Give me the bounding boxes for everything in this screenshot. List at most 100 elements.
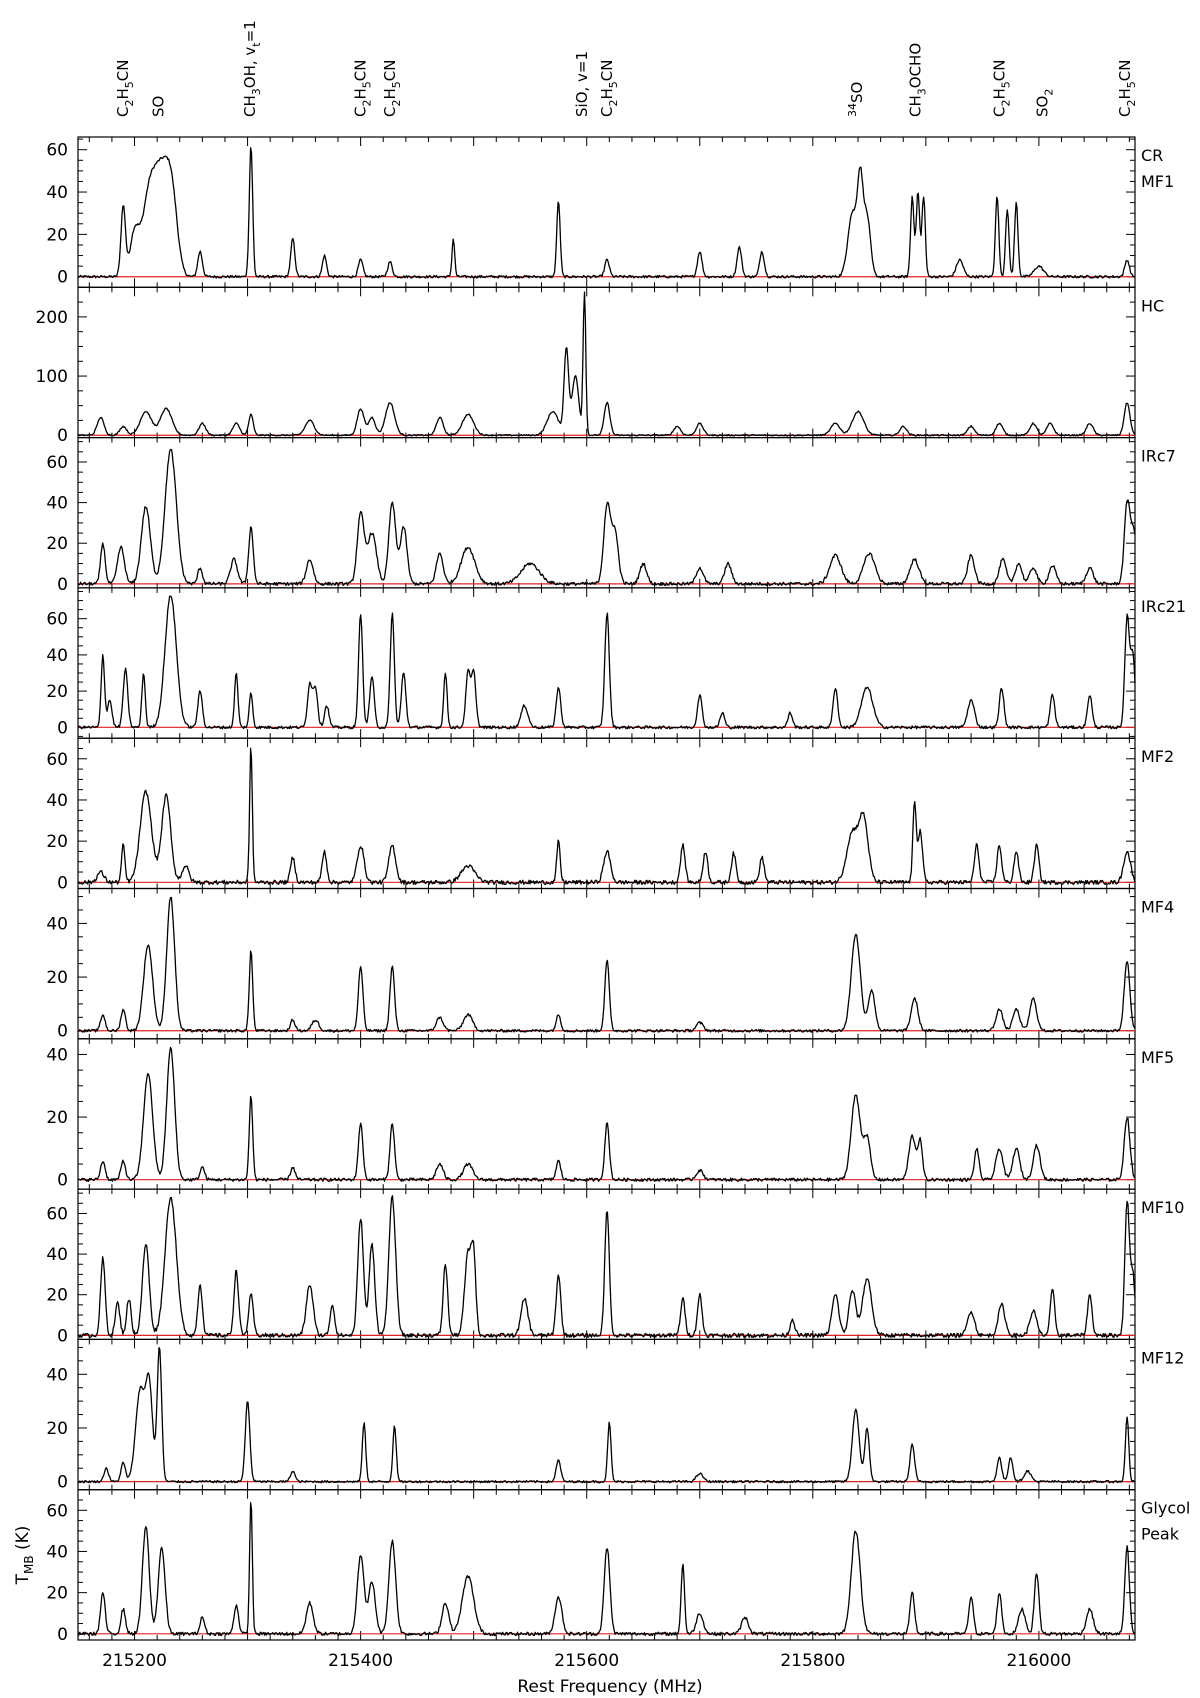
x-tick-label: 215400 [328,1651,393,1671]
y-tick-label: 40 [46,1365,68,1385]
spectrum-line [77,1502,1136,1637]
y-tick-label: 20 [46,1108,68,1128]
species-label: C2H5CN [114,60,136,117]
panel-label: Glycol [1141,1499,1190,1518]
y-tick-label: 0 [57,718,68,738]
panel-label: Peak [1141,1525,1180,1544]
species-label: C2H5CN [990,60,1012,117]
species-label-part: 34 [846,103,859,117]
spectrum-line [77,1046,1136,1182]
panel-8: 0 20 40 MF12 [46,1338,1184,1493]
species-label-part: t [250,42,263,47]
species-label-part: OCHO [907,43,925,88]
y-tick-label: 40 [46,914,68,934]
species-label: CH3OH, vt=1 [241,20,263,117]
species-label-part: C [381,107,399,117]
y-tick-label: 60 [46,1501,68,1521]
y-tick-label: 40 [46,646,68,666]
species-label-part: H [352,88,370,99]
species-label-part: H [990,88,1008,99]
y-tick-label: 0 [57,426,68,446]
panel-label: IRc7 [1141,447,1176,466]
species-label-part: SO [149,96,167,117]
species-label-part: C [114,107,132,117]
species-label-part: CN [381,60,399,82]
species-label-part: 3 [250,88,263,95]
y-axis-title-sub: MB [22,1555,36,1574]
spectrum-line [77,147,1136,279]
species-label: SO2 [1033,89,1055,117]
species-label-part: H [598,88,616,99]
x-tick-label: 215800 [780,1651,845,1671]
spectrum-line [77,1347,1136,1484]
y-tick-label: 40 [46,1542,68,1562]
panel-6: 0 20 40 MF5 [46,1038,1174,1191]
species-label-part: 5 [123,81,136,88]
panel-2: 0 20 40 60 IRc7 [46,437,1176,595]
y-tick-label: 20 [46,682,68,702]
species-label-part: CN [114,60,132,82]
species-label-part: 2 [1042,89,1055,96]
y-tick-label: 60 [46,1204,68,1224]
spectrum-line [77,291,1136,437]
panel-label: HC [1141,296,1164,315]
panel-5: 0 20 40 MF4 [46,887,1174,1042]
y-tick-label: 40 [46,494,68,514]
y-tick-label: 0 [57,873,68,893]
species-label-part: H [1116,88,1134,99]
species-label: C2H5CN [381,60,403,117]
spectrum-line [77,747,1136,886]
species-label-part: SO [1033,96,1051,117]
species-label-part: CH [907,95,925,117]
y-axis-title-main: T [13,1573,33,1585]
panel-label: MF5 [1141,1048,1174,1067]
y-tick-label: 0 [57,575,68,595]
panel-label: MF4 [1141,898,1174,917]
panel-label: MF1 [1141,172,1174,191]
species-label-part: 5 [607,81,620,88]
species-label-part: 2 [123,100,136,107]
panel-4: 0 20 40 60 MF2 [46,737,1174,893]
species-label: C2H5CN [1116,60,1138,117]
species-label-part: 2 [390,100,403,107]
species-label-part: C [598,107,616,117]
panel-label: MF12 [1141,1348,1184,1367]
panel-label: MF2 [1141,747,1174,766]
spectrum-line [77,595,1136,730]
y-tick-label: 20 [46,534,68,554]
panel-label: MF10 [1141,1198,1184,1217]
y-axis-title: TMB (K) [13,1526,36,1586]
species-label-part: H [114,88,132,99]
species-label-part: 5 [361,81,374,88]
panel-frame [77,737,1136,890]
species-label-part: 5 [390,81,403,88]
species-label-part: SiO, v=1 [573,51,591,117]
x-axis-title: Rest Frequency (MHz) [517,1677,702,1697]
panel-label: CR [1141,146,1163,165]
panel-frame [77,1188,1136,1340]
y-tick-label: 0 [57,1326,68,1346]
panel-0: 0 20 40 60 CR MF1 [46,136,1174,288]
x-tick-label: 216000 [1006,1651,1071,1671]
species-label-part: CN [598,60,616,82]
panel-3: 0 20 40 60 IRc21 [46,587,1186,739]
species-label-part: =1 [241,20,259,42]
panel-9: 0 20 40 60 Glycol Peak [46,1489,1190,1645]
species-label-part: 5 [999,81,1012,88]
species-label-part: CN [1116,60,1134,82]
spectrum-line [77,896,1136,1033]
y-tick-label: 200 [36,308,68,328]
y-tick-label: 20 [46,1419,68,1439]
panel-frame [77,286,1136,439]
panel-frame [77,587,1136,739]
spectrum-line [77,1195,1136,1339]
y-tick-label: 60 [46,453,68,473]
y-tick-label: 60 [46,750,68,770]
y-tick-label: 20 [46,1584,68,1604]
panel-frame [77,136,1136,288]
species-label-part: 5 [1125,81,1138,88]
y-axis-title-unit: (K) [13,1526,33,1556]
x-axis: 215200 215400 215600 215800 216000 [102,1651,1071,1671]
species-label: SO [149,96,167,117]
